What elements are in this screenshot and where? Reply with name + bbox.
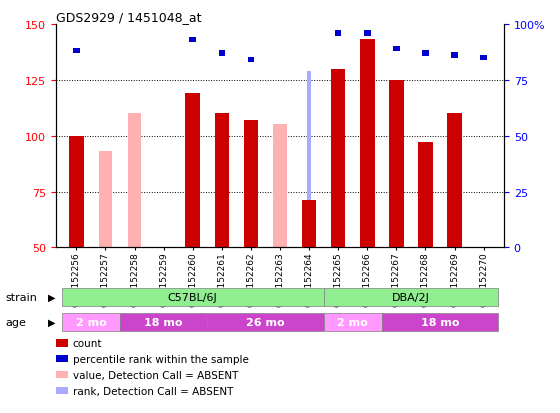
Text: C57BL/6J: C57BL/6J <box>168 292 218 302</box>
Text: 2 mo: 2 mo <box>76 317 106 327</box>
Text: value, Detection Call = ABSENT: value, Detection Call = ABSENT <box>73 370 238 380</box>
Bar <box>69 136 83 248</box>
Bar <box>248 58 254 63</box>
Text: age: age <box>6 317 26 327</box>
Text: 2 mo: 2 mo <box>337 317 368 327</box>
Bar <box>422 51 429 57</box>
Bar <box>324 288 498 306</box>
Bar <box>73 49 80 55</box>
Bar <box>120 313 207 331</box>
Bar <box>389 81 404 248</box>
Bar <box>364 31 371 36</box>
Bar <box>273 125 287 248</box>
Bar <box>99 152 112 248</box>
Text: ▶: ▶ <box>48 292 55 302</box>
Bar <box>393 47 400 52</box>
Bar <box>189 38 196 43</box>
Text: rank, Detection Call = ABSENT: rank, Detection Call = ABSENT <box>73 386 233 396</box>
Text: 18 mo: 18 mo <box>144 317 183 327</box>
Text: 26 mo: 26 mo <box>246 317 285 327</box>
Text: ▶: ▶ <box>48 317 55 327</box>
Text: count: count <box>73 339 102 349</box>
Text: DBA/2J: DBA/2J <box>392 292 430 302</box>
Bar <box>324 313 382 331</box>
Bar <box>128 114 141 248</box>
Bar <box>62 313 120 331</box>
Text: strain: strain <box>6 292 38 302</box>
Text: 18 mo: 18 mo <box>421 317 459 327</box>
Bar <box>418 143 433 248</box>
Bar <box>62 288 324 306</box>
Bar <box>307 71 311 248</box>
Bar <box>480 55 487 61</box>
Bar <box>451 53 458 59</box>
Bar <box>218 51 225 57</box>
Bar <box>302 201 316 248</box>
Bar <box>335 31 342 36</box>
Bar <box>244 121 258 248</box>
Bar <box>382 313 498 331</box>
Bar <box>331 69 346 248</box>
Bar <box>360 40 375 248</box>
Bar <box>447 114 462 248</box>
Text: percentile rank within the sample: percentile rank within the sample <box>73 354 249 364</box>
Bar <box>214 114 229 248</box>
Bar <box>185 94 200 248</box>
Text: GDS2929 / 1451048_at: GDS2929 / 1451048_at <box>56 11 202 24</box>
Bar <box>207 313 324 331</box>
